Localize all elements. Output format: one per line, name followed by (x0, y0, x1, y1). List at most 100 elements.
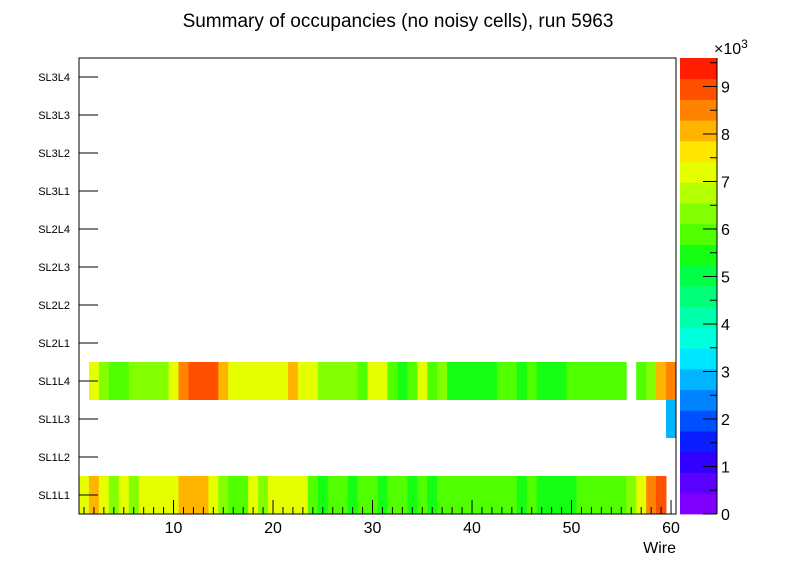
color-scale-band (680, 58, 717, 80)
heatmap-cell-sl1l4-wire-23 (297, 362, 309, 400)
heatmap-cell-sl1l1-wire-8 (148, 476, 159, 514)
x-tick-label-40: 40 (463, 520, 481, 537)
heatmap-cell-sl1l4-wire-8 (148, 362, 159, 400)
color-scale-multiplier-base: ×10 (714, 41, 741, 58)
heatmap-cell-sl1l1-wire-15 (218, 476, 229, 514)
y-tick-label-sl1l4: SL1L4 (38, 376, 70, 388)
heatmap-cell-sl1l1-wire-6 (128, 476, 140, 514)
heatmap-cell-sl1l4-wire-48 (546, 362, 557, 400)
color-scale-band (680, 203, 717, 225)
heatmap-cell-sl1l1-wire-24 (307, 476, 319, 514)
heatmap-cell-sl1l4-wire-32 (387, 362, 398, 400)
heatmap-cell-sl1l1-wire-48 (546, 476, 557, 514)
heatmap-cell-sl1l1-wire-36 (427, 476, 438, 514)
color-scale-band (680, 472, 717, 494)
heatmap-cell-sl1l4-wire-26 (327, 362, 339, 400)
heatmap-cell-sl1l4-wire-54 (606, 362, 617, 400)
heatmap-cell-sl1l1-wire-54 (606, 476, 617, 514)
x-tick-label-20: 20 (264, 520, 282, 537)
heatmap-cell-sl1l1-wire-52 (586, 476, 597, 514)
color-scale-label-8: 8 (721, 127, 730, 144)
heatmap-cell-sl1l1-wire-41 (477, 476, 488, 514)
heatmap-cell-sl1l4-wire-7 (138, 362, 150, 400)
color-scale-band (680, 306, 717, 328)
heatmap-cell-sl1l4-wire-28 (347, 362, 358, 400)
color-scale-label-4: 4 (721, 317, 730, 334)
color-scale-band (680, 78, 717, 100)
heatmap-cell-sl1l1-wire-32 (387, 476, 398, 514)
heatmap-cell-sl1l4-wire-49 (556, 362, 567, 400)
heatmap-cell-sl1l1-wire-18 (248, 476, 259, 514)
color-scale-exponent: 3 (741, 37, 748, 51)
heatmap-cell-sl1l1-wire-14 (208, 476, 219, 514)
heatmap-cell-sl1l1-wire-40 (467, 476, 478, 514)
heatmap-cell-sl1l4-wire-4 (108, 362, 120, 400)
heatmap-cell-sl1l1-wire-30 (367, 476, 378, 514)
color-scale-band (680, 451, 717, 473)
heatmap-cell-sl1l1-wire-25 (317, 476, 329, 514)
heatmap-cell-sl1l1-wire-4 (108, 476, 120, 514)
heatmap-cell-sl1l4-wire-36 (427, 362, 438, 400)
heatmap-cell-sl1l4-wire-52 (586, 362, 597, 400)
heatmap-cell-sl1l4-wire-39 (457, 362, 468, 400)
heatmap-cell-sl1l4-wire-35 (417, 362, 428, 400)
heatmap-cell-sl1l4-wire-14 (208, 362, 219, 400)
heatmap-cell-sl1l1-wire-53 (596, 476, 607, 514)
heatmap-cell-sl1l1-wire-38 (447, 476, 458, 514)
heatmap-cell-sl1l4-wire-31 (377, 362, 388, 400)
heatmap-cell-sl1l1-wire-55 (616, 476, 627, 514)
color-scale-band (680, 493, 717, 515)
color-scale-label-5: 5 (721, 270, 730, 287)
color-scale-band (680, 368, 717, 391)
color-scale-band (680, 161, 717, 183)
y-tick-label-sl3l1: SL3L1 (38, 186, 70, 198)
color-scale-band (680, 410, 717, 432)
heatmap-cell-sl1l4-wire-33 (397, 362, 408, 400)
color-scale-label-9: 9 (721, 80, 730, 97)
heatmap-cell-sl1l1-wire-26 (327, 476, 339, 514)
color-scale-label-7: 7 (721, 175, 730, 192)
heatmap-cell-sl1l1-wire-37 (437, 476, 448, 514)
color-scale-band (680, 223, 717, 245)
heatmap-cell-sl1l1-wire-46 (526, 476, 538, 514)
heatmap-cell-sl1l4-wire-55 (616, 362, 627, 400)
heatmap-cell-sl1l1-wire-27 (337, 476, 349, 514)
color-scale-label-1: 1 (721, 460, 730, 477)
heatmap-cell-sl1l4-wire-38 (447, 362, 458, 400)
heatmap-cell-sl1l4-wire-25 (317, 362, 329, 400)
heatmap-cell-sl1l1-wire-58 (646, 476, 657, 514)
heatmap-cells (79, 362, 677, 514)
heatmap-cell-sl1l4-wire-58 (646, 362, 657, 400)
heatmap-cell-sl1l4-wire-24 (307, 362, 319, 400)
chart-title: Summary of occupancies (no noisy cells),… (183, 11, 614, 32)
color-scale-multiplier: ×103 (714, 37, 748, 58)
heatmap-cell-sl1l1-wire-19 (258, 476, 269, 514)
heatmap-cell-sl1l4-wire-29 (357, 362, 368, 400)
color-scale-label-3: 3 (721, 365, 730, 382)
heatmap-cell-sl1l1-wire-39 (457, 476, 468, 514)
heatmap-cell-sl1l1-wire-16 (228, 476, 239, 514)
color-scale-band (680, 244, 717, 266)
color-scale-label-2: 2 (721, 412, 730, 429)
heatmap-cell-sl1l1-wire-59 (656, 476, 667, 514)
heatmap-cell-sl1l4-wire-51 (576, 362, 587, 400)
color-scale-band (680, 265, 717, 287)
x-axis: 10 20 30 40 50 60 (83, 500, 680, 537)
heatmap-cell-sl1l1-wire-3 (98, 476, 110, 514)
heatmap-cell-sl1l1-wire-50 (566, 476, 577, 514)
heatmap-cell-sl1l4-wire-20 (268, 362, 279, 400)
heatmap-cell-sl1l1-wire-33 (397, 476, 408, 514)
heatmap-cell-sl1l1-wire-12 (188, 476, 199, 514)
heatmap-cell-sl1l1-wire-29 (357, 476, 368, 514)
heatmap-cell-sl1l4-wire-53 (596, 362, 607, 400)
y-tick-label-sl2l3: SL2L3 (38, 262, 70, 274)
heatmap-cell-sl1l4-wire-41 (477, 362, 488, 400)
color-scale-band (680, 286, 717, 308)
heatmap-cell-sl1l4-wire-30 (367, 362, 378, 400)
x-tick-label-50: 50 (563, 520, 581, 537)
color-scale-band (680, 348, 717, 370)
heatmap-cell-sl1l1-wire-57 (636, 476, 647, 514)
y-tick-label-sl1l3: SL1L3 (38, 414, 70, 426)
heatmap-cell-sl1l4-wire-43 (496, 362, 508, 400)
